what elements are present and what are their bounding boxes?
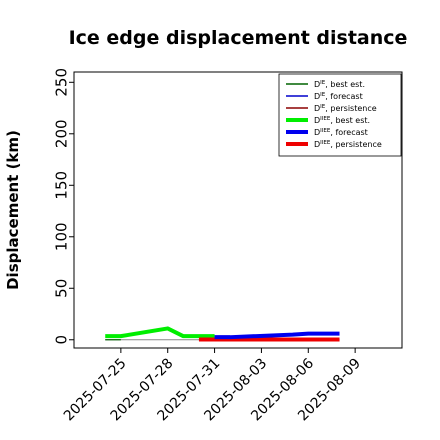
y-tick-label: 0 <box>52 335 70 345</box>
chart-title: Ice edge displacement distance <box>69 27 408 49</box>
legend-entry: DIE, persistence <box>314 104 377 113</box>
series-layer <box>105 326 340 342</box>
legend-entry: DIIEE, persistence <box>314 140 382 149</box>
series-line-4 <box>214 331 340 340</box>
legend-entry: DIIEE, forecast <box>314 128 368 137</box>
legend: DIE, best est. DIE, forecast DIE, persiste… <box>278 73 402 157</box>
series-line-3 <box>105 326 215 339</box>
y-tick-label: 100 <box>52 222 70 251</box>
y-tick-label: 200 <box>52 119 70 148</box>
legend-entry: DIE, best est. <box>314 80 365 89</box>
y-tick-label: 250 <box>52 68 70 97</box>
y-tick-label: 150 <box>52 171 70 200</box>
legend-entry: DIIEE, best est. <box>314 116 370 125</box>
y-tick-label: 50 <box>52 279 70 298</box>
legend-entry: DIE, forecast <box>314 92 363 101</box>
y-axis-label: Displacement (km) <box>4 130 22 290</box>
